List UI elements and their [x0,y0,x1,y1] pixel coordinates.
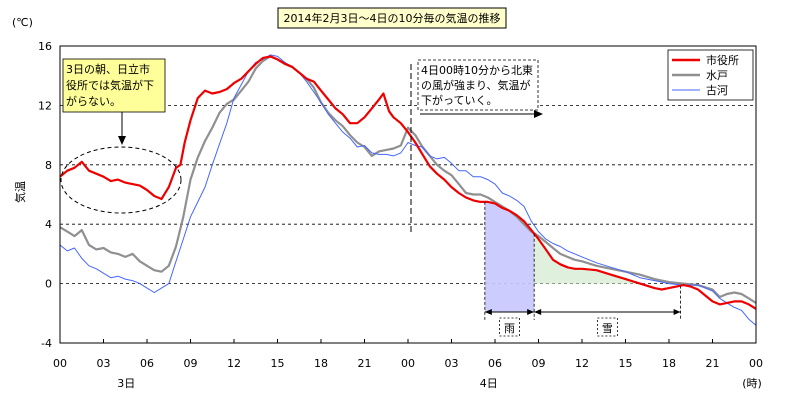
x-tick-label: 03 [97,357,111,370]
x-tick-label: 18 [314,357,328,370]
snow-label: 雪 [602,322,613,335]
series-line-shiyakusho [59,55,757,310]
x-tick-label: 21 [358,357,372,370]
y-tick-label: 16 [38,40,52,53]
chart-title-box [277,7,507,29]
rain-arrowhead-left [484,309,492,315]
y-axis-label: 気温 [13,181,27,203]
morning-note-line-1: 3日の朝、日立市 [66,62,150,76]
x-tick-label: 09 [184,357,198,370]
snow-area [534,233,681,284]
x-tick-label: 00 [749,357,763,370]
morning-note-line-3: がらない。 [66,94,121,108]
wind-note-arrowhead [534,110,543,118]
morning-note-line-2: 役所では気温が下 [66,78,154,92]
axis-layer: -4 0 4 8 12 16 00 03 06 09 12 15 18 21 00 03 06 09 12 15 18 2… [38,40,763,390]
legend-label-mito: 水戸 [706,69,728,82]
x-tick-label: 15 [271,357,285,370]
legend-label-shiyakusho: 市役所 [706,53,739,67]
wind-note-line-3: 下がっていく。 [421,93,497,107]
rain-area-lower [484,283,535,312]
day-label: 4日 [480,377,498,390]
x-tick-label: 21 [706,357,720,370]
snow-arrowhead-right [673,309,681,315]
precipitation-markers: 雨雪 [484,201,681,337]
x-tick-label: 03 [445,357,459,370]
x-tick-label: 06 [488,357,502,370]
x-tick-label: 00 [53,357,67,370]
day-label: 3日 [117,377,135,390]
grid-layer [60,105,756,285]
y-tick-label: 0 [45,278,52,291]
x-tick-label: 12 [575,357,589,370]
x-tick-label: 18 [662,357,676,370]
morning-highlight-ellipse [60,146,182,214]
y-tick-label: 12 [38,99,52,112]
snow-arrowhead-left [534,309,542,315]
rain-label: 雨 [504,322,515,335]
rain-arrowhead-right [527,309,535,315]
wind-note-line-2: の風が強まり、気温が [421,78,531,92]
x-tick-label: 06 [140,357,154,370]
y-unit-label: (℃) [12,16,33,29]
wind-note-box [417,59,539,111]
morning-note-box [62,58,166,113]
legend-label-koga: 古河 [706,84,728,97]
wind-note-line-1: 4日00時10分から北東 [421,64,533,77]
x-tick-label: 00 [401,357,415,370]
x-unit-label: (時) [742,377,762,390]
rain-label-box [499,317,520,337]
series-layer [59,54,757,326]
morning-note-arrowhead [118,136,126,145]
y-tick-label: -4 [41,337,52,350]
x-tick-label: 15 [619,357,633,370]
x-tick-label: 09 [532,357,546,370]
y-tick-label: 8 [45,159,52,172]
y-tick-label: 4 [45,218,52,231]
series-line-koga [59,54,757,326]
snow-label-box [596,317,618,337]
chart-title: 2014年2月3日～4日の10分毎の気温の推移 [284,11,501,25]
x-tick-label: 12 [227,357,241,370]
